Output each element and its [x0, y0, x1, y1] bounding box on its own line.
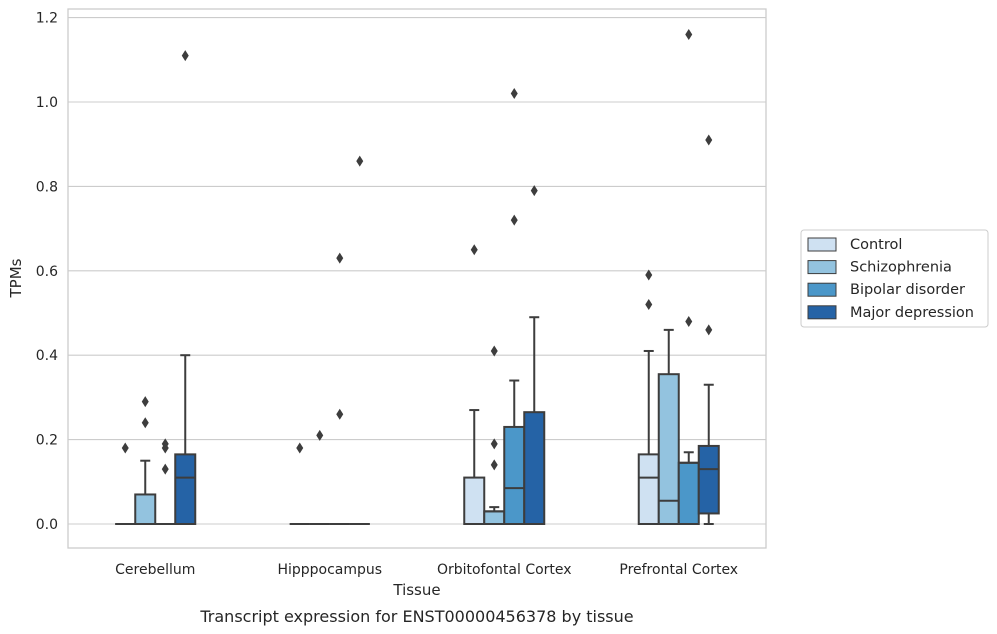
outlier-point: [121, 442, 129, 454]
box: [463, 476, 486, 525]
legend-swatch: [807, 305, 837, 320]
outlier-point: [336, 252, 344, 264]
legend-label: Bipolar disorder: [850, 282, 965, 298]
y-tick-label: 0.2: [36, 433, 58, 449]
x-tick-label: Prefrontal Cortex: [619, 562, 738, 578]
series-major-depression: [174, 50, 720, 526]
legend-swatch: [807, 237, 837, 252]
outlier-point: [356, 155, 364, 167]
outlier-point: [316, 429, 324, 441]
y-axis-ticks: 0.0 0.2 0.4 0.6 0.8 1.0 1.2: [36, 11, 58, 533]
x-tick-label: Cerebellum: [115, 562, 195, 578]
outlier-point: [705, 324, 713, 336]
box: [134, 493, 157, 525]
box: [174, 453, 197, 525]
y-tick-label: 1.0: [36, 95, 58, 111]
x-axis-ticks: Cerebellum Hipppocampus Orbitofontal Corte…: [115, 562, 738, 578]
outlier-point: [645, 299, 653, 311]
chart-caption: Transcript expression for ENST0000045637…: [199, 607, 633, 626]
outlier-point: [181, 50, 189, 62]
outlier-point: [161, 463, 169, 475]
outlier-point: [685, 28, 693, 40]
series-bipolar-disorder: [155, 28, 700, 525]
y-tick-label: 0.6: [36, 264, 58, 280]
box: [503, 425, 526, 525]
legend-frame: [800, 229, 989, 328]
outlier-point: [705, 134, 713, 146]
legend-label: Control: [850, 237, 902, 253]
box: [483, 510, 506, 525]
outlier-point: [141, 417, 149, 429]
outlier-point: [530, 185, 538, 197]
box: [657, 373, 680, 525]
outlier-point: [161, 438, 169, 450]
x-tick-label: Hipppocampus: [277, 562, 382, 578]
box: [523, 411, 546, 526]
outlier-point: [490, 459, 498, 471]
legend-swatch: [807, 260, 837, 275]
box: [677, 461, 700, 525]
legend-swatch: [807, 282, 837, 297]
series-schizophrenia: [134, 328, 680, 525]
box-series: [115, 28, 720, 526]
outlier-point: [490, 438, 498, 450]
legend-label: Major depression: [850, 305, 974, 321]
outlier-point: [296, 442, 304, 454]
outlier-point: [470, 244, 478, 256]
legend-label: Schizophrenia: [850, 260, 952, 276]
outlier-point: [510, 214, 518, 226]
y-tick-label: 0.8: [36, 179, 58, 195]
box: [697, 444, 720, 515]
y-axis-label: TPMs: [7, 258, 25, 298]
outlier-point: [336, 408, 344, 420]
x-axis-label: Tissue: [392, 581, 440, 599]
outlier-point: [510, 88, 518, 100]
legend: Control Schizophrenia Bipolar disorder Majo…: [800, 229, 989, 328]
y-tick-label: 0.4: [36, 348, 58, 364]
y-tick-label: 0.0: [36, 517, 58, 533]
outlier-point: [685, 315, 693, 327]
x-tick-label: Orbitofontal Cortex: [437, 562, 572, 578]
outlier-point: [141, 396, 149, 408]
box: [637, 453, 660, 525]
outlier-point: [645, 269, 653, 281]
y-tick-label: 1.2: [36, 11, 58, 27]
outlier-point: [490, 345, 498, 357]
legend-items: Control Schizophrenia Bipolar disorder Majo…: [807, 237, 974, 321]
